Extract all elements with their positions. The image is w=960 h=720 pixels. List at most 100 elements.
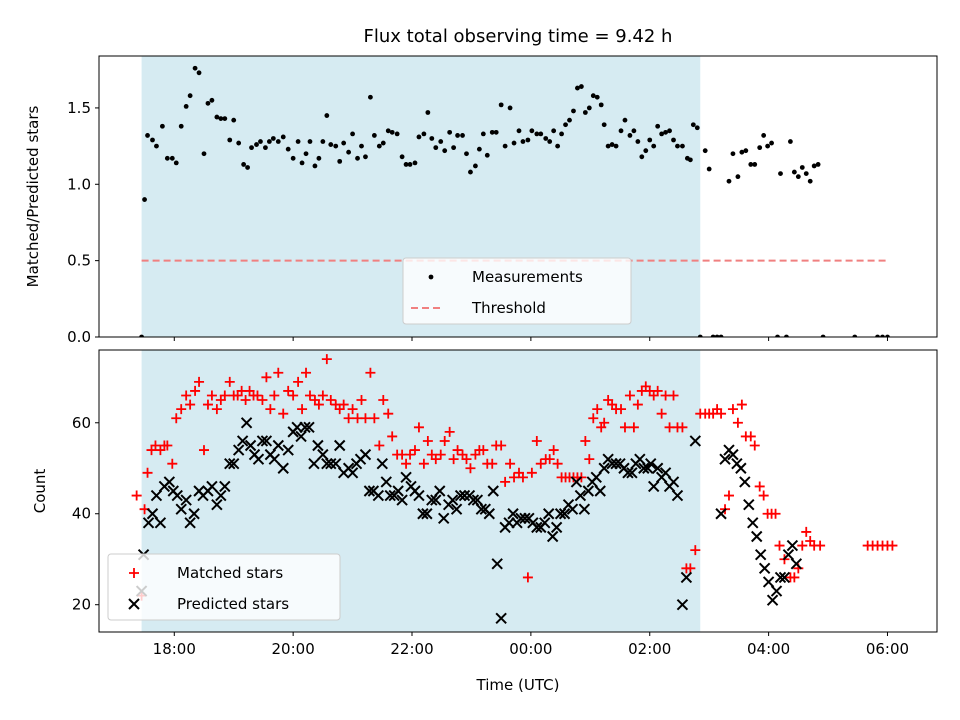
- measurement-point: [218, 116, 224, 122]
- predicted-star-point: [782, 548, 795, 561]
- legend: Measurements Threshold: [402, 257, 632, 325]
- measurement-point: [249, 145, 254, 151]
- predicted-star-point: [778, 571, 791, 584]
- matched-star-point: [206, 390, 217, 401]
- predicted-star-point: [671, 489, 684, 502]
- measurement-point: [875, 334, 880, 337]
- measurement-point: [341, 140, 347, 146]
- predicted-star-point: [507, 508, 519, 520]
- matched-star-point: [418, 458, 429, 469]
- matched-star-point: [338, 399, 349, 410]
- measurement-point: [622, 117, 628, 123]
- predicted-star-point: [240, 417, 253, 429]
- matched-star-point: [616, 404, 627, 415]
- predicted-star-point: [638, 462, 650, 474]
- matched-star-point: [413, 422, 424, 433]
- measurement-point: [425, 110, 431, 115]
- matched-star-point: [619, 422, 630, 433]
- predicted-star-point: [206, 480, 218, 493]
- measurement-point: [337, 158, 343, 164]
- matched-star-point: [465, 463, 476, 474]
- matched-star-point: [732, 417, 743, 428]
- predicted-star-point: [244, 439, 257, 452]
- matched-star-point: [452, 445, 463, 456]
- predicted-star-point: [475, 503, 488, 515]
- matched-star-point: [269, 390, 280, 401]
- measurement-point: [718, 334, 724, 337]
- predicted-star-point: [272, 439, 284, 452]
- predicted-star-point: [578, 503, 591, 515]
- measurement-point: [451, 145, 457, 151]
- predicted-star-point: [163, 476, 176, 488]
- matched-star-point: [758, 490, 769, 501]
- measurement-point: [647, 137, 653, 143]
- predicted-star-point: [426, 494, 438, 506]
- predicted-star-point: [417, 508, 429, 520]
- measurement-point: [735, 174, 741, 180]
- predicted-star-point: [735, 462, 747, 474]
- legend-marker-measurements: [428, 274, 434, 280]
- x-tick-label: 06:00: [866, 640, 909, 658]
- y-tick-label: 1.0: [67, 175, 91, 193]
- matched-star-point: [430, 454, 441, 465]
- matched-star-point: [716, 408, 727, 419]
- matched-star-point: [584, 454, 595, 465]
- matched-star-point: [599, 417, 610, 428]
- predicted-star-point: [380, 476, 392, 488]
- predicted-star-point: [215, 489, 227, 502]
- matched-star-point: [278, 408, 289, 419]
- measurement-point: [142, 197, 147, 202]
- measurement-point: [460, 133, 465, 138]
- matched-star-point: [505, 458, 516, 469]
- predicted-star-point: [626, 467, 638, 479]
- matched-star-point: [736, 399, 747, 410]
- matched-star-point: [252, 390, 263, 401]
- legend-marker-predicted: [128, 598, 140, 610]
- predicted-star-point: [317, 448, 329, 461]
- predicted-star-point: [790, 558, 803, 570]
- predicted-star-point: [715, 508, 727, 520]
- predicted-star-point: [282, 444, 294, 456]
- predicted-star-point: [590, 471, 602, 484]
- matched-star-point: [461, 454, 472, 465]
- predicted-star-point: [384, 489, 396, 502]
- matched-star-point: [142, 467, 153, 478]
- matched-star-point: [167, 458, 178, 469]
- predicted-star-point: [766, 594, 779, 606]
- matched-star-point: [181, 390, 192, 401]
- predicted-star-point: [446, 494, 459, 506]
- measurement-point: [346, 149, 352, 155]
- measurement-point: [312, 163, 318, 169]
- matched-star-point: [500, 476, 511, 487]
- x-tick-label: 00:00: [509, 640, 552, 658]
- measurement-point: [671, 137, 676, 143]
- matched-star-point: [257, 395, 268, 406]
- predicted-star-point: [438, 512, 450, 524]
- x-tick-label: 18:00: [153, 640, 196, 658]
- matched-star-point: [580, 435, 591, 446]
- matched-star-point: [815, 540, 826, 551]
- predicted-star-point: [680, 571, 693, 584]
- matched-star-point: [219, 390, 230, 401]
- measurement-point: [231, 117, 237, 123]
- matched-star-point: [293, 376, 304, 387]
- measurement-point: [775, 334, 780, 337]
- measurement-point: [164, 155, 170, 161]
- matched-star-point: [288, 390, 299, 401]
- legend-label: Threshold: [471, 299, 546, 317]
- matched-star-point: [317, 390, 328, 401]
- measurement-point: [489, 129, 495, 135]
- measurement-point: [586, 105, 592, 111]
- predicted-star-point: [471, 494, 484, 506]
- measurement-point: [159, 123, 165, 129]
- measurement-point: [320, 139, 326, 144]
- measurement-point: [697, 334, 703, 337]
- measurement-point: [605, 143, 611, 149]
- measurement-point: [385, 128, 391, 134]
- measurement-point: [359, 143, 364, 149]
- y-axis-label: Matched/Predicted stars: [24, 106, 42, 288]
- measurement-point: [270, 136, 276, 141]
- measurement-point: [743, 148, 749, 154]
- matched-star-point: [652, 385, 663, 396]
